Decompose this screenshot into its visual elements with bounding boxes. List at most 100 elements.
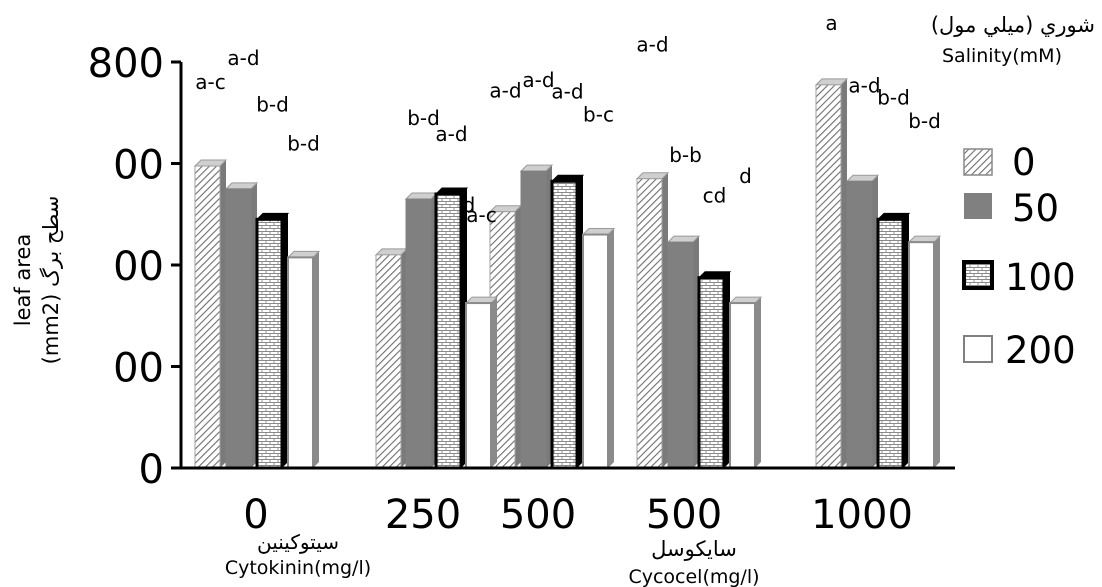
bar-front	[375, 254, 402, 469]
bar-0-3	[635, 172, 670, 469]
bar-front	[846, 180, 873, 469]
bar-top	[193, 159, 228, 167]
bar-50-3	[666, 235, 701, 469]
y-tick-label: 00	[113, 244, 164, 290]
y-tick-label: 0	[139, 447, 164, 493]
significance-letter: a-d	[227, 46, 259, 70]
legend-item-50: 50	[964, 187, 1059, 230]
bar-front	[815, 84, 842, 469]
cytokinin-caption-en: Cytokinin(mg/l)	[225, 557, 371, 579]
legend-swatch-50	[964, 193, 992, 219]
cycocel-caption-fa: سايكوسل	[651, 537, 737, 561]
bar-200-1	[464, 296, 499, 469]
legend-item-200: 200	[963, 329, 1076, 372]
bar-front	[287, 256, 314, 470]
bar-front	[582, 233, 609, 469]
bar-front	[908, 241, 935, 469]
significance-letter: a-c	[466, 203, 496, 227]
x-axis: 0 250 500 500 1000	[181, 466, 955, 538]
legend-label-200: 200	[1005, 329, 1076, 372]
bar-side	[755, 297, 761, 468]
bar-0-0	[193, 159, 228, 469]
significance-letter-extra: d	[463, 193, 476, 217]
bar-side	[220, 160, 226, 468]
legend: 0 50 100 200	[962, 141, 1076, 372]
bar-top	[224, 182, 259, 190]
y-axis-label-line2: (mm2) سطح برگ	[39, 196, 63, 365]
bar-front	[255, 217, 284, 470]
bar-side	[608, 228, 614, 468]
bar-front	[434, 192, 463, 470]
bar-top	[666, 235, 701, 243]
bar-side	[934, 236, 940, 468]
significance-letter: a-d	[551, 79, 583, 103]
bar-top	[814, 78, 849, 86]
bar-front	[550, 179, 579, 470]
x-tick-label: 250	[385, 492, 461, 538]
legend-swatch-100	[962, 260, 994, 290]
bar-200-2	[581, 228, 616, 469]
bar-top	[519, 164, 554, 172]
significance-letter: b-b	[669, 143, 702, 167]
significance-letter: b-d	[407, 106, 440, 130]
x-tick-label: 0	[243, 492, 268, 538]
significance-letter: b-d	[908, 109, 941, 133]
x-tick-label: 500	[500, 492, 576, 538]
bar-front	[465, 302, 492, 469]
y-axis-label-line1: leaf area	[11, 234, 35, 327]
significance-letter: b-c	[583, 103, 614, 127]
legend-swatch-0	[963, 148, 993, 176]
x-tick-label: 1000	[811, 492, 913, 538]
significance-letter: a-d	[636, 33, 668, 57]
bar-front	[405, 198, 432, 469]
bar-200-0	[286, 250, 321, 470]
bar-200-3	[728, 296, 763, 469]
y-tick-label: 00	[113, 346, 164, 392]
cytokinin-caption-fa: سيتوكينين	[257, 530, 339, 554]
bar-100-3	[697, 271, 732, 470]
significance-letter: a-d	[522, 68, 554, 92]
x-tick-label: 500	[646, 492, 722, 538]
bar-0-4	[814, 78, 849, 469]
bar-side	[313, 251, 319, 468]
legend-label-0: 0	[1012, 141, 1036, 184]
bar-100-0	[255, 212, 290, 470]
legend-label-50: 50	[1012, 187, 1059, 230]
legend-item-100: 100	[962, 256, 1076, 299]
significance-letters: a-c a-da-daa-db-da-db-ba-db-da-da-dcdb-db…	[195, 11, 941, 227]
significance-letter: b-d	[877, 85, 910, 109]
y-tick-label: 00	[113, 143, 164, 189]
bar-side	[491, 297, 497, 468]
bar-side	[662, 172, 668, 468]
bar-0-1	[374, 248, 409, 469]
significance-letter: a-d	[435, 122, 467, 146]
legend-label-100: 100	[1005, 256, 1076, 299]
bar-front	[520, 170, 547, 469]
bar-front	[697, 276, 726, 470]
bar-100-4	[876, 212, 911, 470]
significance-letter: b-d	[256, 92, 289, 116]
y-tick-label: 800	[88, 41, 164, 87]
bar-top	[845, 174, 880, 182]
significance-letter: a	[825, 11, 837, 35]
bar-front	[636, 178, 663, 469]
bar-front	[876, 217, 905, 470]
bar-front	[729, 302, 756, 469]
legend-item-0: 0	[963, 141, 1036, 184]
bar-side	[841, 78, 847, 469]
legend-title-fa: شوري (ميلي مول)	[931, 13, 1095, 37]
bar-front	[225, 188, 252, 469]
bar-top	[374, 248, 409, 256]
bar-front	[194, 165, 221, 469]
legend-swatch-200	[963, 335, 993, 363]
cycocel-caption-en: Cycocel(mg/l)	[628, 566, 759, 587]
significance-letter: a-c	[195, 70, 225, 94]
bar-100-1	[434, 187, 469, 470]
bar-front	[667, 241, 694, 469]
bar-100-2	[550, 174, 585, 470]
bar-50-4	[845, 174, 880, 469]
significance-letter: a-d	[489, 79, 521, 103]
bar-top	[404, 192, 439, 200]
bars	[193, 78, 942, 470]
